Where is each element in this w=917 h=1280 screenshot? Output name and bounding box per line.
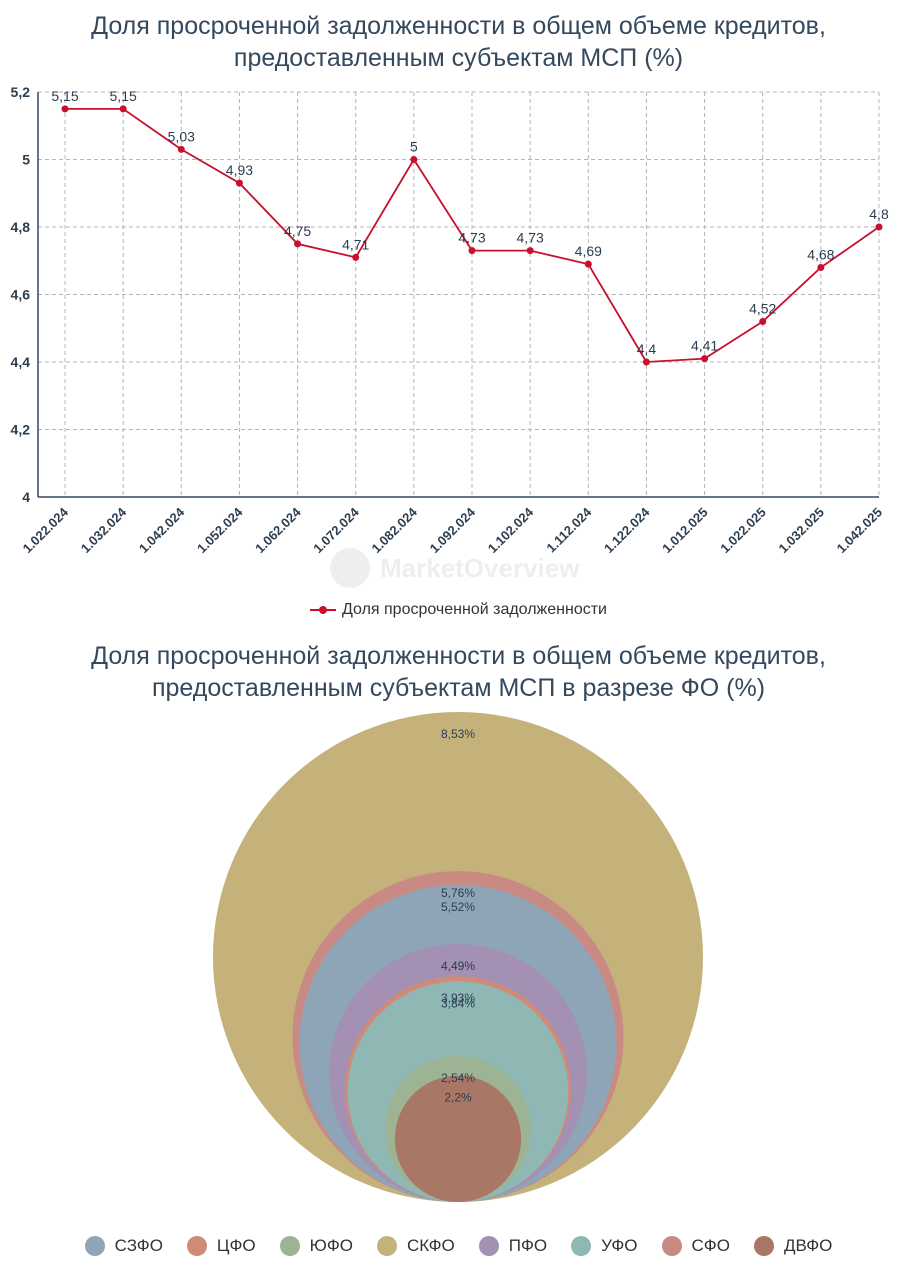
circle-value-label: 5,76% bbox=[441, 886, 475, 900]
data-label: 4,93 bbox=[226, 162, 253, 178]
x-tick-label: 1.042.024 bbox=[136, 504, 188, 556]
legend-label: ЦФО bbox=[216, 1236, 256, 1255]
y-tick-label: 5,2 bbox=[11, 84, 31, 100]
y-tick-label: 4,6 bbox=[11, 287, 31, 303]
x-tick-label: 1.032.025 bbox=[775, 505, 827, 557]
data-point bbox=[526, 247, 534, 255]
series-marker-icon bbox=[310, 604, 336, 616]
data-point bbox=[177, 145, 185, 153]
circles-chart-title-line-1: Доля просроченной задолженности в общем … bbox=[91, 642, 826, 670]
data-point bbox=[468, 247, 476, 255]
legend-item: ПФО bbox=[478, 1236, 548, 1256]
legend-swatch bbox=[478, 1236, 499, 1256]
data-label: 5,15 bbox=[110, 88, 137, 104]
data-label: 5 bbox=[410, 139, 418, 155]
legend-series-label: Доля просроченной задолженности bbox=[342, 601, 607, 618]
legend-label: СЗФО bbox=[114, 1236, 163, 1255]
circle-value-label: 2,54% bbox=[441, 1071, 475, 1085]
data-point bbox=[584, 260, 592, 268]
x-tick-label: 1.022.024 bbox=[20, 504, 72, 556]
data-label: 4,68 bbox=[807, 247, 834, 263]
legend-label: ДВФО bbox=[783, 1236, 833, 1255]
legend-swatch bbox=[571, 1236, 592, 1256]
legend-label: СКФО bbox=[406, 1236, 455, 1255]
legend-item: СЗФО bbox=[84, 1236, 163, 1256]
y-tick-label: 4 bbox=[22, 489, 30, 505]
x-tick-label: 1.012.025 bbox=[659, 505, 711, 557]
circles-chart-legend: СЗФО ЦФО ЮФО СКФО ПФО УФО СФО ДВФО bbox=[0, 1236, 917, 1256]
circle-value-label: 3,93% bbox=[441, 991, 475, 1005]
circle-value-label: 8,53% bbox=[441, 727, 475, 741]
nested-circles-chart: 8,53% 5,76%5,52% 4,49% 3,93%3,84% 2,54% 2,2% bbox=[213, 712, 703, 1202]
watermark: MarketOverview bbox=[330, 548, 579, 588]
data-point bbox=[119, 105, 127, 113]
y-tick-label: 4,8 bbox=[11, 219, 31, 235]
data-point bbox=[61, 105, 69, 113]
legend-swatch bbox=[661, 1236, 682, 1256]
data-point bbox=[235, 179, 243, 187]
legend-swatch bbox=[84, 1236, 105, 1256]
circle-value-label: 2,2% bbox=[444, 1091, 472, 1105]
y-tick-label: 4,2 bbox=[11, 422, 31, 438]
legend-item: ЦФО bbox=[186, 1236, 256, 1256]
data-label: 4,73 bbox=[458, 230, 485, 246]
data-point bbox=[294, 240, 302, 248]
legend-swatch bbox=[279, 1236, 300, 1256]
x-tick-label: 1.032.024 bbox=[78, 504, 130, 556]
line-chart: 44,24,44,64,855,21.022.024 1.032.024 1.042… bbox=[11, 84, 889, 557]
x-tick-label: 1.052.024 bbox=[194, 504, 246, 556]
legend-label: ЮФО bbox=[309, 1236, 353, 1255]
y-tick-label: 5 bbox=[22, 152, 30, 168]
data-point bbox=[352, 253, 360, 261]
legend-label: УФО bbox=[601, 1236, 638, 1255]
circle-value-label: 3,84% bbox=[441, 996, 475, 1010]
watermark-text: MarketOverview bbox=[380, 552, 580, 583]
data-point bbox=[410, 156, 418, 163]
circles-chart-title: Доля просроченной задолженности в общем … bbox=[0, 640, 917, 704]
line-chart-title: Доля просроченной задолженности в общем … bbox=[0, 10, 917, 74]
legend-item: СФО bbox=[661, 1236, 730, 1256]
legend-item: ЮФО bbox=[279, 1236, 353, 1256]
data-label: 4,52 bbox=[749, 301, 776, 317]
legend-swatch bbox=[376, 1236, 397, 1256]
circle-ДВФО bbox=[394, 1075, 522, 1202]
data-label: 4,8 bbox=[869, 206, 889, 222]
data-point bbox=[701, 355, 709, 363]
legend-label: СФО bbox=[691, 1236, 730, 1255]
x-tick-label: 1.062.024 bbox=[252, 504, 304, 556]
legend-swatch bbox=[753, 1236, 774, 1256]
data-label: 5,15 bbox=[51, 88, 78, 104]
legend-item: СКФО bbox=[376, 1236, 455, 1256]
legend-label: ПФО bbox=[508, 1236, 548, 1255]
legend-item: ДВФО bbox=[753, 1236, 833, 1256]
watermark-logo-icon bbox=[330, 548, 370, 588]
data-label: 4,69 bbox=[575, 243, 602, 259]
data-point bbox=[759, 318, 767, 325]
x-tick-label: 1.022.025 bbox=[717, 505, 769, 557]
data-label: 4,75 bbox=[284, 223, 311, 239]
data-point bbox=[875, 223, 883, 231]
x-tick-label: 1.122.024 bbox=[601, 504, 653, 556]
y-tick-label: 4,4 bbox=[11, 354, 31, 370]
circle-value-label: 5,52% bbox=[441, 900, 475, 914]
circle-value-label: 4,49% bbox=[441, 959, 475, 973]
circles-chart-title-line-2: предоставленным субъектам МСП в разрезе … bbox=[151, 674, 766, 702]
line-chart-title-line-1: Доля просроченной задолженности в общем … bbox=[91, 12, 826, 40]
data-label: 4,73 bbox=[517, 230, 544, 246]
x-tick-label: 1.042.025 bbox=[834, 505, 886, 557]
legend-item: УФО bbox=[571, 1236, 638, 1256]
line-chart-title-line-2: предоставленным субъектам МСП (%) bbox=[233, 44, 684, 72]
legend-swatch bbox=[186, 1236, 207, 1256]
data-label: 4,41 bbox=[691, 338, 718, 354]
data-label: 4,71 bbox=[342, 236, 369, 252]
data-point bbox=[642, 358, 650, 366]
data-label: 4,4 bbox=[637, 341, 657, 357]
line-chart-legend: Доля просроченной задолженности bbox=[0, 601, 917, 619]
data-point bbox=[817, 264, 825, 271]
data-label: 5,03 bbox=[168, 128, 195, 144]
